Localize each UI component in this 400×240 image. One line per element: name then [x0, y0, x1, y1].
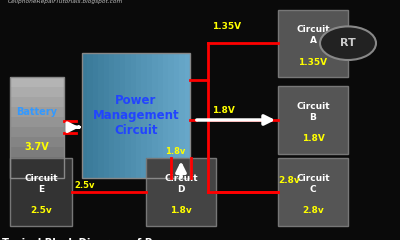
Bar [158, 53, 163, 178]
Bar [88, 53, 93, 178]
Bar [10, 157, 64, 168]
Text: 2.5v: 2.5v [74, 181, 94, 190]
Bar [136, 53, 142, 178]
Bar [82, 53, 88, 178]
Text: Battery: Battery [16, 107, 58, 117]
Bar [168, 53, 174, 178]
Text: 2.5v: 2.5v [30, 206, 52, 215]
Bar [174, 53, 179, 178]
FancyBboxPatch shape [278, 158, 348, 226]
Text: 1.35V: 1.35V [298, 58, 328, 66]
Text: RT: RT [340, 38, 356, 48]
FancyBboxPatch shape [146, 158, 216, 226]
Text: 1.8v: 1.8v [165, 147, 185, 156]
Bar [10, 87, 64, 97]
Bar [120, 53, 125, 178]
Bar [179, 53, 185, 178]
Text: Circuit
C: Circuit C [296, 174, 330, 194]
Text: Typical Block Diagram of Power
Distribution on a Power
management chips: Typical Block Diagram of Power Distribut… [2, 238, 180, 240]
Text: 3.7V: 3.7V [25, 142, 49, 152]
Bar [98, 53, 104, 178]
Bar [142, 53, 147, 178]
Text: 2.8v: 2.8v [278, 176, 300, 185]
Bar [93, 53, 98, 178]
Bar [109, 53, 114, 178]
Bar [10, 97, 64, 107]
Bar [10, 137, 64, 147]
Bar [114, 53, 120, 178]
Bar [82, 53, 190, 178]
FancyBboxPatch shape [278, 10, 348, 77]
Text: 1.8V: 1.8V [212, 106, 235, 115]
Bar [152, 53, 158, 178]
Bar [10, 117, 64, 127]
Text: Circuit
A: Circuit A [296, 25, 330, 45]
Text: 1.8v: 1.8v [170, 206, 192, 215]
Bar [10, 127, 64, 137]
Text: 2.8v: 2.8v [302, 206, 324, 215]
Bar [147, 53, 152, 178]
Circle shape [320, 26, 376, 60]
Bar [163, 53, 168, 178]
Text: Circuit
B: Circuit B [296, 102, 330, 122]
Text: Circuit
E: Circuit E [24, 174, 58, 194]
Bar [10, 77, 64, 87]
Bar [130, 53, 136, 178]
Bar [10, 107, 64, 117]
Bar [10, 147, 64, 157]
FancyBboxPatch shape [278, 86, 348, 154]
Bar [104, 53, 109, 178]
Bar [10, 77, 64, 178]
Bar [125, 53, 130, 178]
Bar [10, 168, 64, 178]
FancyBboxPatch shape [10, 158, 72, 226]
Text: 1.35V: 1.35V [212, 22, 241, 31]
Text: Circuit
D: Circuit D [164, 174, 198, 194]
Text: Power
Management
Circuit: Power Management Circuit [93, 94, 179, 137]
Text: CellphoneRepairTutorials.blogspot.com: CellphoneRepairTutorials.blogspot.com [8, 0, 123, 4]
Text: 1.8V: 1.8V [302, 134, 324, 143]
Bar [185, 53, 190, 178]
